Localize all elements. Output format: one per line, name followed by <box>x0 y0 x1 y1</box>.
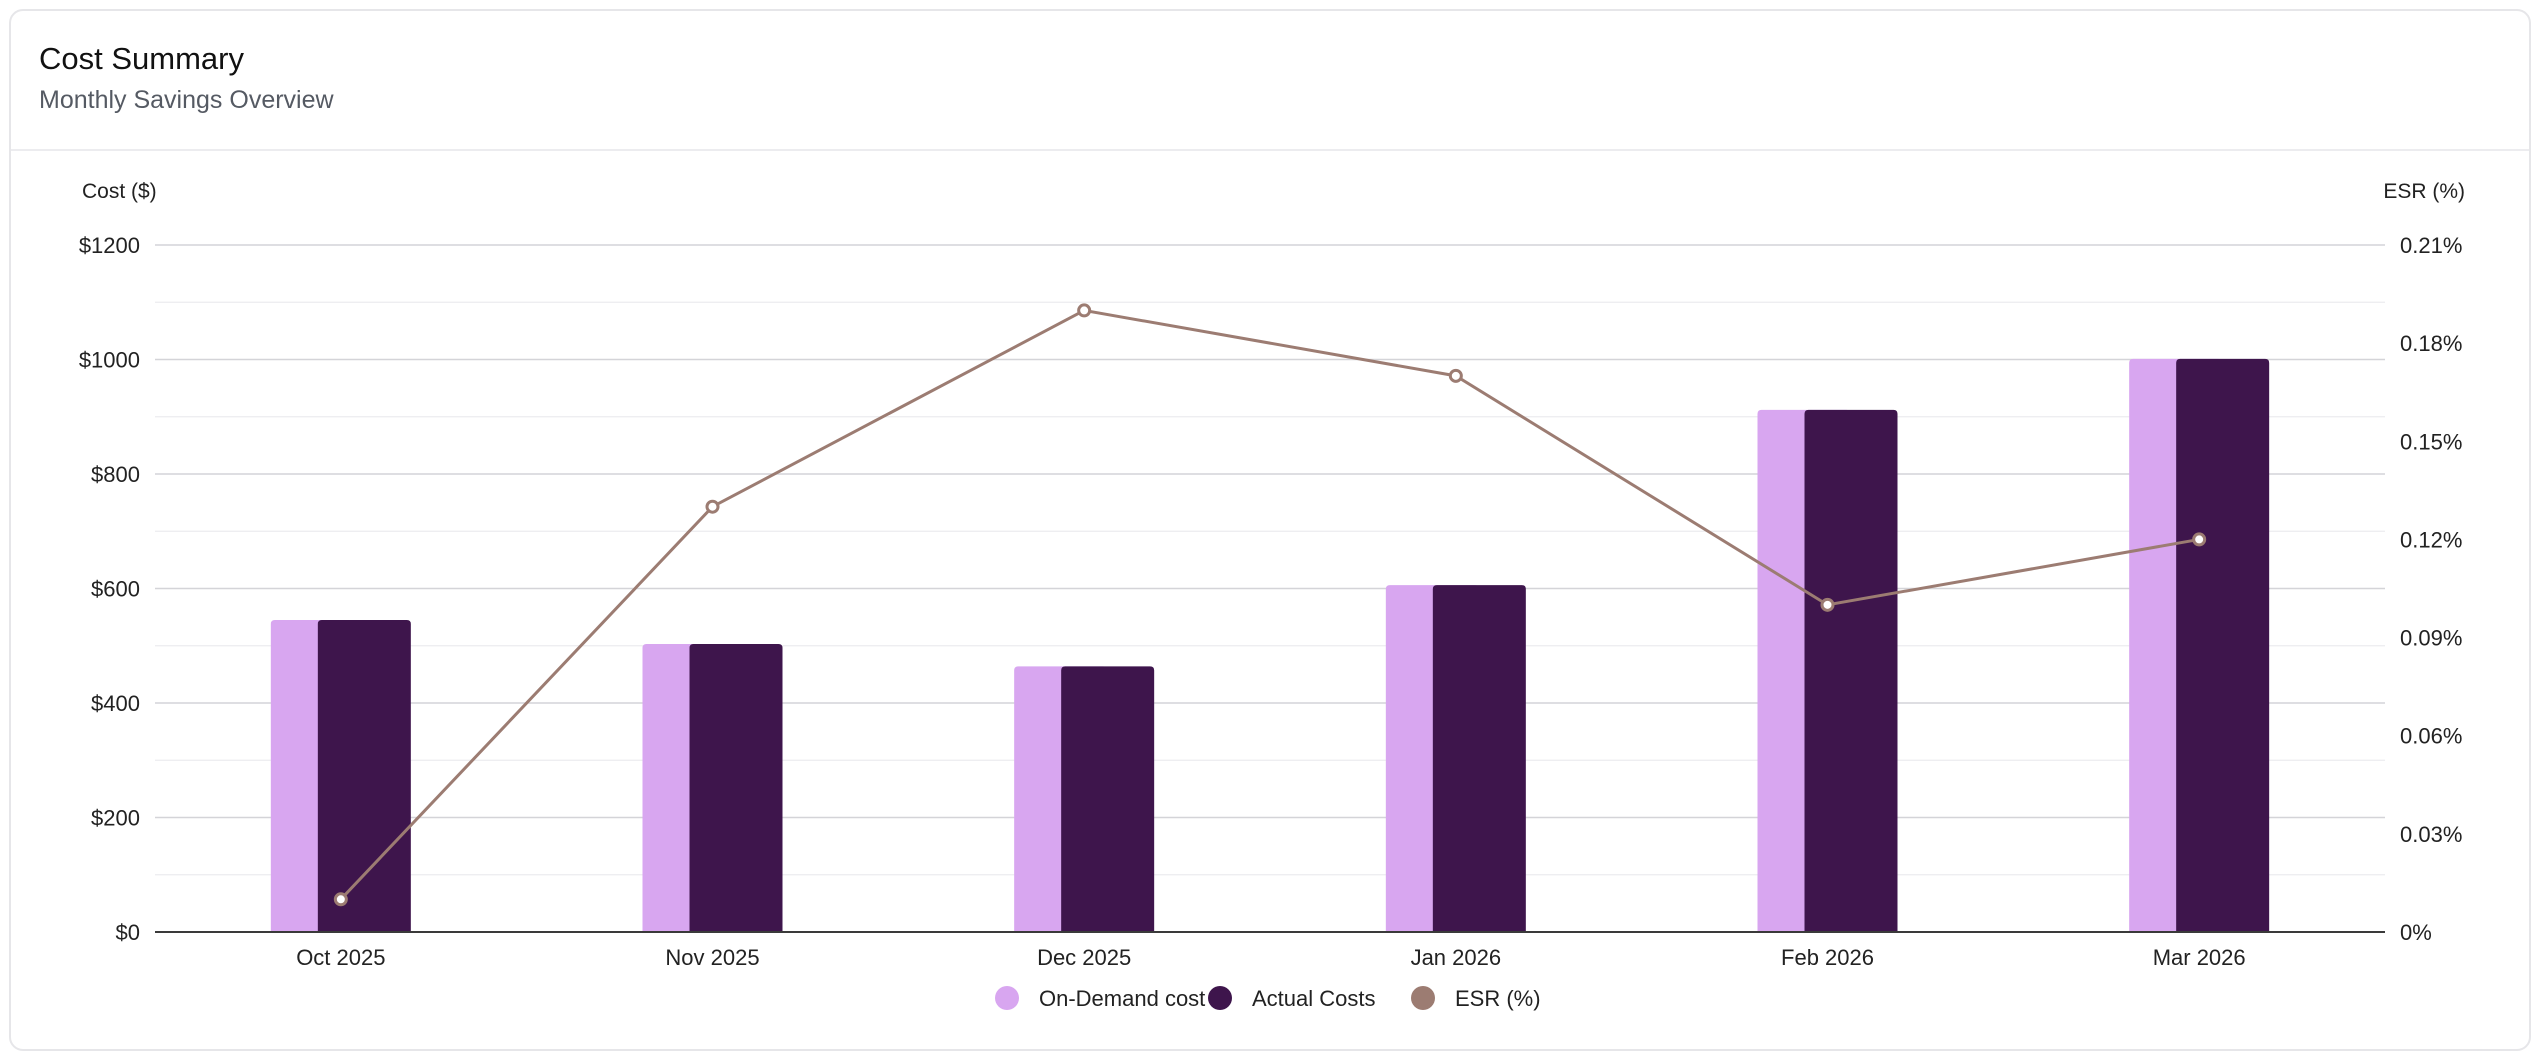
bar-actual-costs <box>1804 409 1898 932</box>
y-tick-label: $400 <box>91 691 140 716</box>
bar-actual-costs <box>317 619 411 932</box>
card-subtitle: Monthly Savings Overview <box>39 86 334 114</box>
bar-actual-costs <box>2176 358 2270 932</box>
card-title: Cost Summary <box>39 41 244 76</box>
bars <box>270 358 2270 932</box>
bar-actual-costs <box>1061 666 1155 932</box>
legend-swatch <box>1208 986 1232 1010</box>
legend: On-Demand cost Actual Costs ESR (%) <box>995 986 1541 1011</box>
y-tick-label: $200 <box>91 806 140 831</box>
y2-tick-label: 0.12% <box>2400 527 2462 552</box>
x-tick-label: Dec 2025 <box>1037 945 1131 970</box>
x-tick-label: Jan 2026 <box>1411 945 1502 970</box>
y-tick-label: $1200 <box>79 233 140 258</box>
esr-point <box>1077 303 1092 318</box>
y2-tick-label: 0% <box>2400 920 2432 945</box>
axes: $0 $200 $400 $600 $800 $1000 $1200 0% 0.03% 0.06%… <box>79 180 2465 970</box>
esr-point <box>2192 532 2207 547</box>
x-tick-label: Mar 2026 <box>2153 945 2246 970</box>
x-tick-label: Nov 2025 <box>665 945 759 970</box>
gridlines <box>155 244 2385 933</box>
y-tick-label: $800 <box>91 462 140 487</box>
esr-point <box>1448 368 1463 383</box>
y2-axis-title: ESR (%) <box>2383 180 2465 203</box>
y-tick-label: $1000 <box>79 348 140 373</box>
bar-actual-costs <box>1432 585 1526 932</box>
esr-point <box>333 892 348 907</box>
x-tick-label: Oct 2025 <box>296 945 385 970</box>
y2-tick-label: 0.06% <box>2400 724 2462 749</box>
esr-point <box>705 499 720 514</box>
y2-tick-label: 0.18% <box>2400 331 2462 356</box>
esr-series-line <box>339 308 2200 901</box>
legend-swatch <box>995 986 1019 1010</box>
legend-label: On-Demand cost <box>1039 986 1205 1011</box>
y2-tick-label: 0.03% <box>2400 822 2462 847</box>
y-tick-label: $0 <box>116 920 140 945</box>
cost-summary-card: Cost Summary Monthly Savings Overview <box>9 9 2531 1051</box>
y-tick-label: $600 <box>91 577 140 602</box>
legend-swatch <box>1411 986 1435 1010</box>
bar-actual-costs <box>689 644 783 932</box>
y2-tick-label: 0.15% <box>2400 429 2462 454</box>
card-header: Cost Summary Monthly Savings Overview <box>11 11 2529 151</box>
y2-tick-label: 0.09% <box>2400 626 2462 651</box>
esr-point <box>1820 597 1835 612</box>
legend-label: Actual Costs <box>1252 986 1376 1011</box>
esr-line <box>333 303 2207 907</box>
x-tick-label: Feb 2026 <box>1781 945 1874 970</box>
y-axis-title: Cost ($) <box>82 180 157 203</box>
legend-label: ESR (%) <box>1455 986 1541 1011</box>
y2-tick-label: 0.21% <box>2400 233 2462 258</box>
